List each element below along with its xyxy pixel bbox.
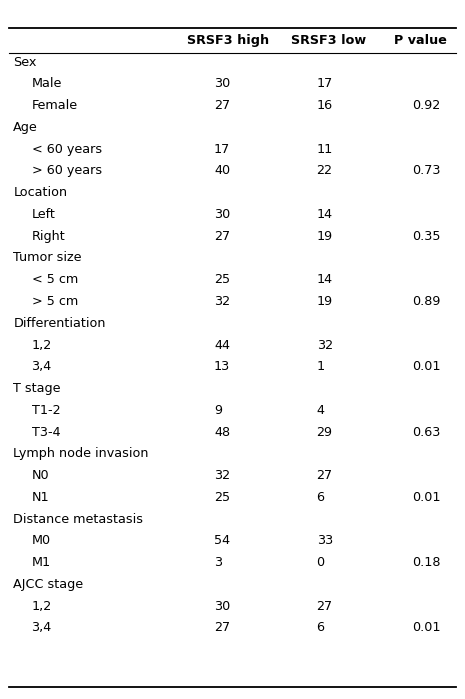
Text: Age: Age (13, 121, 38, 134)
Text: 0.35: 0.35 (412, 230, 441, 243)
Text: 14: 14 (317, 208, 332, 221)
Text: Lymph node invasion: Lymph node invasion (13, 447, 149, 460)
Text: 27: 27 (214, 99, 230, 113)
Text: M1: M1 (32, 556, 51, 569)
Text: M0: M0 (32, 534, 51, 547)
Text: 14: 14 (317, 273, 332, 287)
Text: 6: 6 (317, 491, 325, 504)
Text: 32: 32 (317, 338, 332, 352)
Text: Male: Male (32, 78, 62, 90)
Text: Right: Right (32, 230, 65, 243)
Text: 27: 27 (317, 469, 332, 482)
Text: 1: 1 (317, 360, 325, 373)
Text: 0.73: 0.73 (412, 164, 441, 178)
Text: 11: 11 (317, 143, 333, 156)
Text: 30: 30 (214, 600, 230, 612)
Text: 48: 48 (214, 426, 230, 438)
Text: 3,4: 3,4 (32, 621, 52, 634)
Text: 33: 33 (317, 534, 333, 547)
Text: 0.01: 0.01 (412, 491, 441, 504)
Text: 30: 30 (214, 78, 230, 90)
Text: 0: 0 (317, 556, 325, 569)
Text: 22: 22 (317, 164, 332, 178)
Text: AJCC stage: AJCC stage (13, 578, 83, 591)
Text: Location: Location (13, 186, 67, 199)
Text: 4: 4 (317, 404, 325, 417)
Text: 32: 32 (214, 295, 230, 308)
Text: N1: N1 (32, 491, 49, 504)
Text: Female: Female (32, 99, 78, 113)
Text: 25: 25 (214, 273, 230, 287)
Text: 29: 29 (317, 426, 332, 438)
Text: SRSF3 high: SRSF3 high (186, 34, 269, 47)
Text: > 5 cm: > 5 cm (32, 295, 78, 308)
Text: 25: 25 (214, 491, 230, 504)
Text: 17: 17 (214, 143, 230, 156)
Text: 19: 19 (317, 295, 332, 308)
Text: < 60 years: < 60 years (32, 143, 102, 156)
Text: 27: 27 (214, 230, 230, 243)
Text: T3-4: T3-4 (32, 426, 60, 438)
Text: T stage: T stage (13, 382, 61, 395)
Text: T1-2: T1-2 (32, 404, 60, 417)
Text: Left: Left (32, 208, 55, 221)
Text: 54: 54 (214, 534, 230, 547)
Text: Sex: Sex (13, 56, 37, 69)
Text: 30: 30 (214, 208, 230, 221)
Text: 40: 40 (214, 164, 230, 178)
Text: 27: 27 (214, 621, 230, 634)
Text: 0.92: 0.92 (412, 99, 440, 113)
Text: 17: 17 (317, 78, 333, 90)
Text: 0.18: 0.18 (412, 556, 441, 569)
Text: SRSF3 low: SRSF3 low (292, 34, 366, 47)
Text: Distance metastasis: Distance metastasis (13, 512, 143, 526)
Text: 13: 13 (214, 360, 230, 373)
Text: 9: 9 (214, 404, 222, 417)
Text: N0: N0 (32, 469, 49, 482)
Text: 1,2: 1,2 (32, 338, 52, 352)
Text: 0.01: 0.01 (412, 360, 441, 373)
Text: 0.89: 0.89 (412, 295, 441, 308)
Text: 0.63: 0.63 (412, 426, 441, 438)
Text: 44: 44 (214, 338, 230, 352)
Text: 1,2: 1,2 (32, 600, 52, 612)
Text: Tumor size: Tumor size (13, 252, 82, 264)
Text: 19: 19 (317, 230, 332, 243)
Text: 27: 27 (317, 600, 332, 612)
Text: 3: 3 (214, 556, 222, 569)
Text: P value: P value (394, 34, 447, 47)
Text: 32: 32 (214, 469, 230, 482)
Text: Differentiation: Differentiation (13, 317, 106, 330)
Text: 0.01: 0.01 (412, 621, 441, 634)
Text: 6: 6 (317, 621, 325, 634)
Text: < 5 cm: < 5 cm (32, 273, 78, 287)
Text: > 60 years: > 60 years (32, 164, 102, 178)
Text: 16: 16 (317, 99, 332, 113)
Text: 3,4: 3,4 (32, 360, 52, 373)
